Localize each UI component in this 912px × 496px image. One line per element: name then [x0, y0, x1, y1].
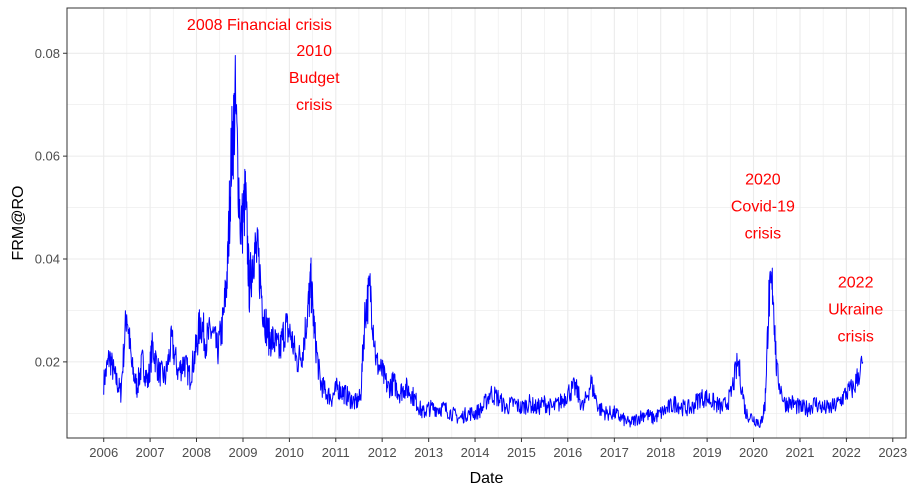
annotation-text: 2020	[745, 171, 781, 188]
annotation-text: Budget	[289, 70, 340, 87]
annotation-text: 2008 Financial crisis	[187, 17, 332, 34]
x-tick-label: 2017	[600, 445, 629, 460]
y-tick-label: 0.02	[35, 354, 60, 369]
x-tick-label: 2011	[322, 445, 350, 460]
annotation-text: 2022	[838, 274, 874, 291]
x-tick-label: 2020	[739, 445, 768, 460]
annotations: 2008 Financial crisis 2010 Budget crisis 202…	[187, 17, 883, 345]
x-tick-label: 2007	[136, 445, 165, 460]
x-tick-label: 2012	[368, 445, 397, 460]
x-tick-label: 2015	[507, 445, 536, 460]
annotation-text: Covid-19	[731, 198, 795, 215]
x-tick-label: 2010	[275, 445, 304, 460]
series-layer	[103, 55, 864, 428]
x-tick-label: 2019	[693, 445, 722, 460]
x-axis: 2006 2007 2008 2009 2010 2011 2012 2013 2014 2015…	[89, 438, 907, 460]
x-tick-label: 2014	[461, 445, 490, 460]
x-axis-title: Date	[470, 470, 504, 487]
y-axis-title: FRM@RO	[10, 186, 27, 261]
plot-panel-border	[66, 7, 907, 439]
y-axis: 0.02 0.04 0.06 0.08	[35, 46, 67, 369]
x-tick-label: 2016	[553, 445, 582, 460]
y-tick-label: 0.04	[35, 252, 60, 267]
x-tick-label: 2018	[646, 445, 675, 460]
annotation-text: crisis	[296, 97, 332, 114]
major-gridlines	[67, 8, 906, 438]
annotation-text: crisis	[837, 328, 873, 345]
x-tick-label: 2022	[832, 445, 861, 460]
annotation-text: Ukraine	[828, 301, 883, 318]
minor-gridlines	[67, 8, 906, 438]
x-tick-label: 2013	[414, 445, 443, 460]
annotation-text: crisis	[745, 225, 781, 242]
x-tick-label: 2023	[878, 445, 907, 460]
annotation-text: 2010	[296, 43, 332, 60]
series-line	[103, 55, 864, 428]
y-tick-label: 0.06	[35, 149, 60, 164]
x-tick-label: 2006	[89, 445, 118, 460]
x-tick-label: 2009	[229, 445, 258, 460]
x-tick-label: 2021	[786, 445, 815, 460]
x-tick-label: 2008	[182, 445, 211, 460]
y-tick-label: 0.08	[35, 46, 60, 61]
